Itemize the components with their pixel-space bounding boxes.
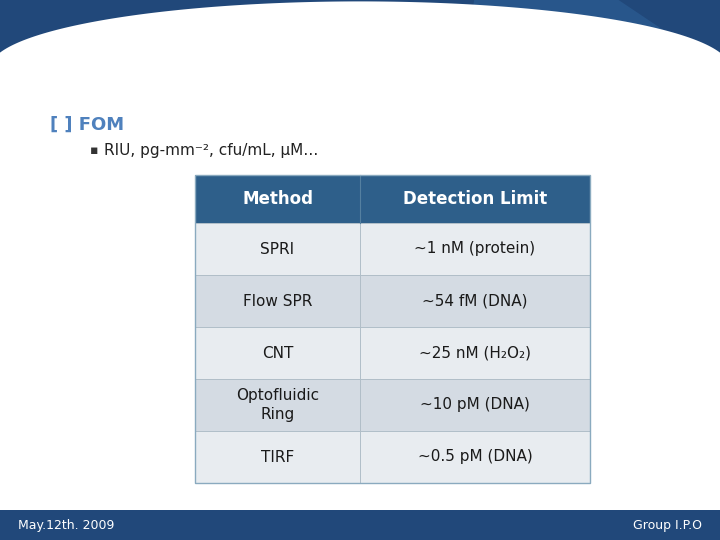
- Text: ∼25 nM (H₂O₂): ∼25 nM (H₂O₂): [419, 346, 531, 361]
- Text: Detection Limit Comparison: Detection Limit Comparison: [153, 21, 567, 47]
- Text: ∼0.5 pM (DNA): ∼0.5 pM (DNA): [418, 449, 532, 464]
- Text: ∼1 nM (protein): ∼1 nM (protein): [415, 241, 536, 256]
- Bar: [195, 431, 590, 483]
- Text: ▪: ▪: [90, 144, 99, 157]
- Bar: [195, 175, 590, 223]
- Polygon shape: [0, 63, 65, 510]
- Bar: [195, 175, 590, 483]
- Text: Optofluidic
Ring: Optofluidic Ring: [236, 388, 319, 422]
- Text: May.12th. 2009: May.12th. 2009: [18, 518, 114, 531]
- Text: SPRI: SPRI: [261, 241, 294, 256]
- Text: TIRF: TIRF: [261, 449, 294, 464]
- Text: [ ] FOM: [ ] FOM: [50, 116, 124, 134]
- Bar: [0, 0, 720, 68]
- Text: Method: Method: [242, 190, 313, 208]
- Bar: [195, 223, 590, 275]
- Bar: [195, 327, 590, 379]
- Bar: [0, 510, 720, 540]
- Text: CNT: CNT: [262, 346, 293, 361]
- Text: Flow SPR: Flow SPR: [243, 294, 312, 308]
- Text: ∼54 fM (DNA): ∼54 fM (DNA): [422, 294, 528, 308]
- Text: Detection Limit: Detection Limit: [403, 190, 547, 208]
- Bar: [0, 510, 720, 540]
- Text: RIU, pg-mm⁻², cfu/mL, μM…: RIU, pg-mm⁻², cfu/mL, μM…: [104, 143, 318, 158]
- Bar: [195, 275, 590, 327]
- Text: ∼10 pM (DNA): ∼10 pM (DNA): [420, 397, 530, 413]
- Polygon shape: [0, 2, 720, 510]
- Bar: [0, 68, 720, 510]
- Bar: [0, 0, 720, 68]
- Bar: [195, 379, 590, 431]
- Polygon shape: [470, 0, 720, 328]
- Text: Group I.P.O: Group I.P.O: [633, 518, 702, 531]
